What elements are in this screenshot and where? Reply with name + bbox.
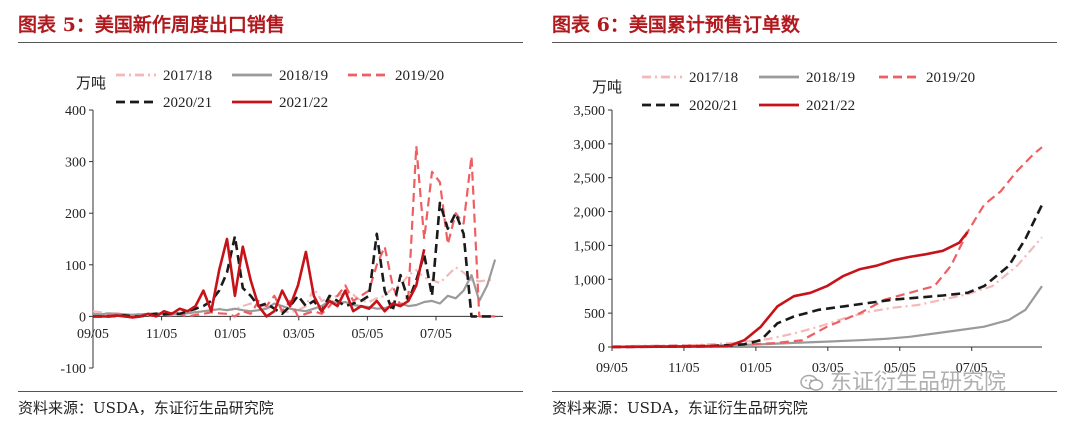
y-tick-label: 2,500 xyxy=(574,172,606,187)
y-tick-label: 1,000 xyxy=(574,273,606,288)
y-tick-label: 2,000 xyxy=(574,206,606,221)
y-tick-label: 3,500 xyxy=(574,104,606,119)
y-tick-label: 0 xyxy=(79,310,86,325)
x-tick-label: 01/05 xyxy=(214,327,246,342)
series-line-2021-22 xyxy=(93,237,426,319)
legend-label: 2019/20 xyxy=(395,68,444,84)
y-tick-label: 400 xyxy=(65,104,86,119)
series-line-2021-22 xyxy=(611,231,969,349)
x-tick-label: 07/05 xyxy=(420,327,452,342)
legend-label: 2018/19 xyxy=(806,70,855,86)
legend-label: 2021/22 xyxy=(279,95,328,111)
legend-label: 2017/18 xyxy=(689,70,738,86)
series-line-2020-21 xyxy=(611,204,1044,349)
series-line-2017-18 xyxy=(611,236,1043,348)
x-tick-label: 09/05 xyxy=(77,327,109,342)
left-panel: 图表 5：美国新作周度出口销售 万吨 -100 0 100 200 300 400 09/05… xyxy=(18,0,528,426)
y-tick-label: 100 xyxy=(65,259,86,274)
series-line-2017-18 xyxy=(92,266,496,316)
left-bottom-rule xyxy=(18,391,523,392)
y-tick-label: 3,000 xyxy=(574,138,606,153)
x-tick-label: 09/05 xyxy=(596,361,628,376)
y-tick-label: 0 xyxy=(598,341,605,356)
legend-label: 2019/20 xyxy=(926,70,975,86)
watermark-text: 东证衍生品研究院 xyxy=(830,370,1007,395)
right-panel: 图表 6：美国累计预售订单数 万吨 0 500 1,000 1,500 2,000 2,50… xyxy=(552,0,1062,426)
legend-label: 2020/21 xyxy=(689,98,738,114)
y-tick-label: 1,500 xyxy=(574,239,606,254)
right-panel-title: 图表 6：美国累计预售订单数 xyxy=(552,14,800,36)
series-line-2018-19 xyxy=(611,285,1043,348)
x-tick-label: 11/05 xyxy=(146,327,177,342)
right-source-note: 资料来源：USDA，东证衍生品研究院 xyxy=(552,399,808,417)
y-unit-label: 万吨 xyxy=(76,74,106,92)
right-top-rule xyxy=(552,42,1057,43)
series-line-2019-20 xyxy=(611,146,1043,348)
series-line-2019-20 xyxy=(93,145,496,318)
x-tick-label: 03/05 xyxy=(812,361,844,376)
wechat-icon xyxy=(800,374,824,391)
x-tick-label: 05/05 xyxy=(351,327,383,342)
series-line-2020-21 xyxy=(93,201,496,318)
cumulative-presale-chart: 万吨 0 500 1,000 1,500 2,000 2,500 3,000 3,500 09/0… xyxy=(574,70,1044,376)
left-panel-title: 图表 5：美国新作周度出口销售 xyxy=(18,14,285,36)
left-source-note: 资料来源：USDA，东证衍生品研究院 xyxy=(18,399,274,417)
legend-label: 2020/21 xyxy=(163,95,212,111)
x-tick-label: 05/05 xyxy=(884,361,916,376)
y-tick-label: 500 xyxy=(584,307,605,322)
y-tick-label: 200 xyxy=(65,207,86,222)
series-line-2018-19 xyxy=(92,259,497,316)
x-tick-label: 03/05 xyxy=(283,327,315,342)
y-tick-label: 300 xyxy=(65,156,86,171)
x-tick-label: 11/05 xyxy=(668,361,699,376)
legend-label: 2021/22 xyxy=(806,98,855,114)
y-unit-label: 万吨 xyxy=(592,78,622,96)
watermark: 东证衍生品研究院 xyxy=(800,364,1006,396)
x-tick-label: 07/05 xyxy=(956,361,988,376)
legend-label: 2018/19 xyxy=(279,68,328,84)
left-top-rule xyxy=(18,42,523,43)
y-tick-label: -100 xyxy=(60,362,86,377)
x-tick-label: 01/05 xyxy=(740,361,772,376)
weekly-export-chart: 万吨 -100 0 100 200 300 400 09/05 11/05 01/05 03/05 0… xyxy=(60,68,503,377)
right-bottom-rule xyxy=(552,391,1057,392)
legend-label: 2017/18 xyxy=(163,68,212,84)
